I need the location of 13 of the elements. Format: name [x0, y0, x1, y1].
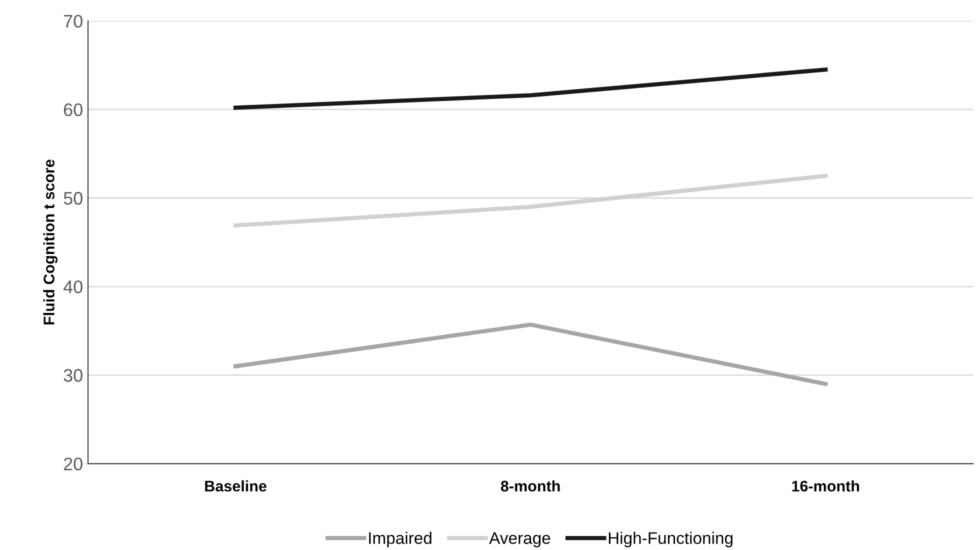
y-axis-title: Fluid Cognition t score	[43, 160, 58, 324]
y-tick-label: 30	[64, 369, 82, 382]
legend-label: Average	[489, 532, 550, 548]
y-tick-label: 60	[64, 103, 82, 116]
x-tick-label: 8-month	[500, 480, 560, 492]
y-tick-label: 50	[64, 192, 82, 205]
legend-label: Impaired	[369, 532, 432, 548]
y-tick-label: 40	[63, 280, 82, 294]
x-tick-label: Baseline	[205, 480, 266, 492]
y-tick-label: 70	[64, 14, 82, 28]
y-tick-label: 20	[64, 458, 82, 470]
legend-label: High-Functioning	[608, 532, 732, 548]
x-tick-label: 16-month	[792, 480, 860, 492]
